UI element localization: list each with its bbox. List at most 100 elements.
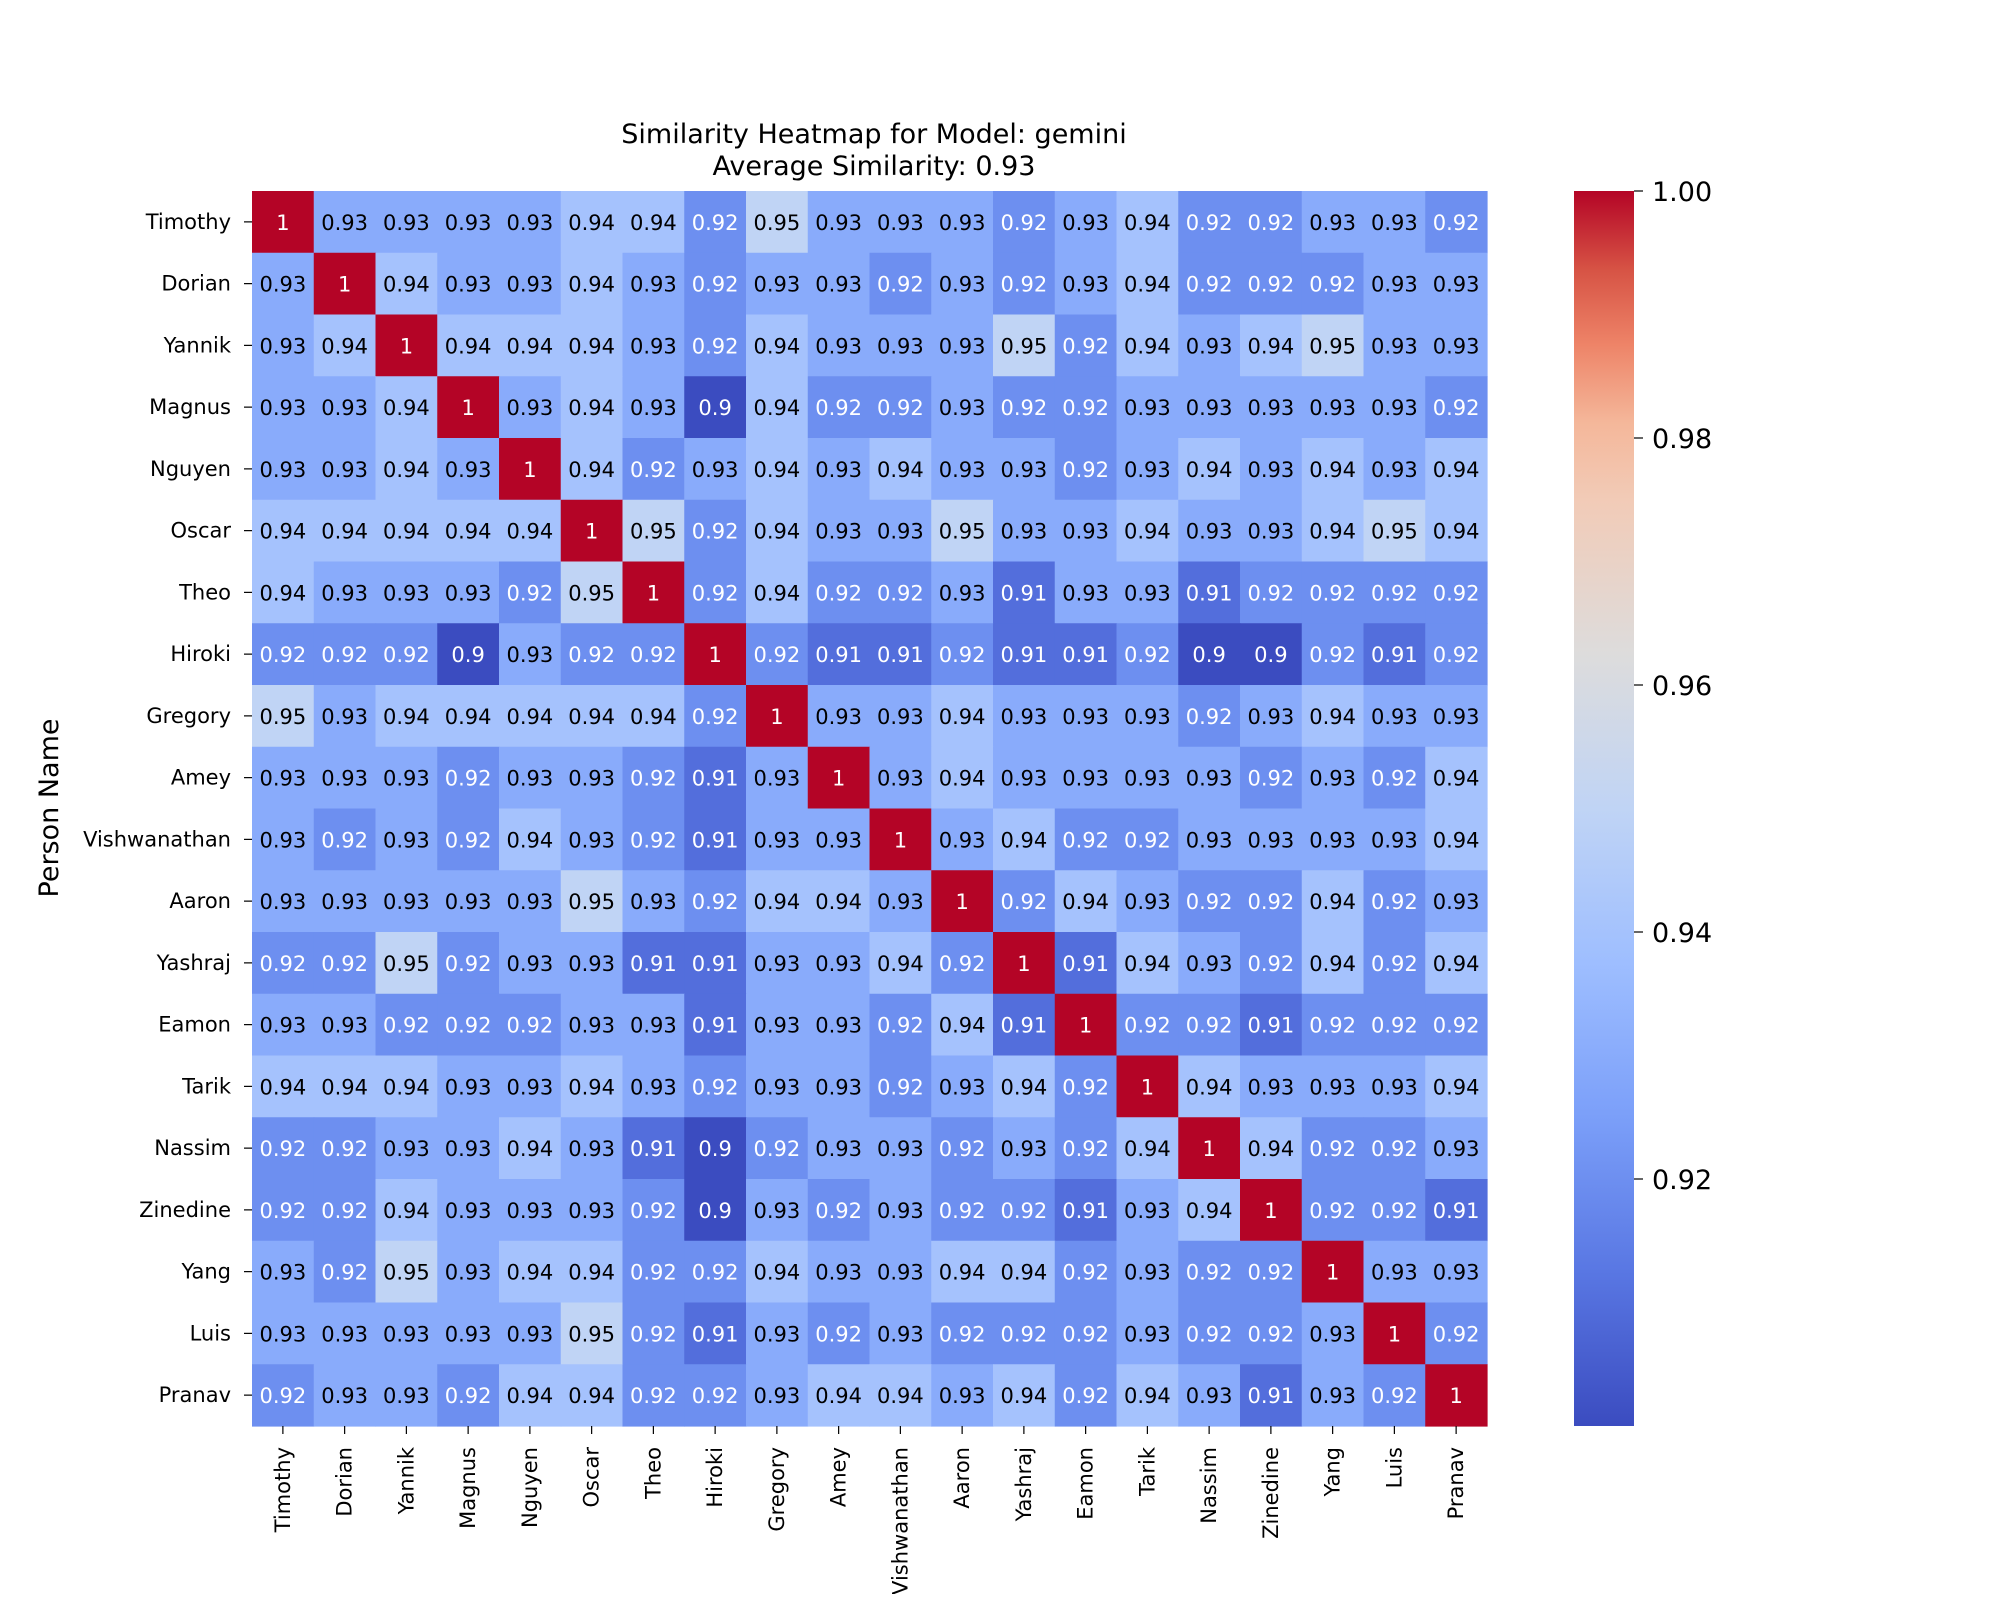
heatmap-cell-eamon-nguyen [499, 993, 562, 1057]
heatmap-cell-tarik-nassim [1178, 1055, 1241, 1118]
cell-value-label: 0.93 [630, 273, 677, 297]
heatmap-cell-tarik-luis [1363, 1055, 1426, 1118]
heatmap-cell-nguyen-timothy [252, 438, 315, 501]
cell-value-label: 0.93 [1433, 334, 1480, 358]
cell-value-label: 0.94 [1433, 458, 1480, 482]
cell-value-label: 0.92 [1433, 211, 1480, 235]
row-label-yang: Yang [181, 1260, 231, 1284]
cell-value-label: 0.92 [1062, 1322, 1109, 1346]
cell-value-label: 0.94 [259, 581, 306, 605]
cell-value-label: 0.92 [259, 1199, 306, 1223]
heatmap-cell-oscar-amey [807, 499, 871, 563]
heatmap-cell-oscar-aaron [931, 499, 994, 563]
cell-value-label: 0.92 [692, 334, 739, 358]
heatmap-cell-aaron-magnus [437, 870, 500, 933]
cell-value-label: 0.94 [568, 1384, 615, 1408]
heatmap-cell-gregory-magnus [437, 685, 500, 748]
cell-value-label: 0.94 [568, 396, 615, 420]
heatmap-cell-gregory-gregory [746, 685, 809, 748]
colorbar-tick-label: 1.00 [1652, 177, 1712, 208]
cell-value-label: 0.93 [1371, 273, 1418, 297]
heatmap-cell-yannik-hiroki [684, 314, 747, 377]
cell-value-label: 0.94 [1433, 767, 1480, 791]
y-axis-label: Person Name [34, 719, 65, 898]
cell-value-label: 0.94 [506, 1261, 553, 1285]
cell-value-label: 0.93 [753, 828, 800, 852]
heatmap-cell-yannik-zinedine [1240, 314, 1303, 377]
heatmap-cell-magnus-luis [1363, 376, 1426, 439]
cell-value-label: 0.93 [877, 767, 924, 791]
cell-value-label: 0.93 [877, 1322, 924, 1346]
heatmap-cell-amey-magnus [437, 746, 500, 810]
cell-value-label: 0.92 [1433, 396, 1480, 420]
cell-value-label: 0.94 [1000, 1075, 1047, 1099]
heatmap-cell-yang-timothy [252, 1240, 315, 1304]
cell-value-label: 1 [276, 211, 289, 235]
heatmap-cell-amey-timothy [252, 746, 315, 810]
cell-value-label: 0.94 [1000, 1384, 1047, 1408]
heatmap-cell-luis-yashraj [993, 1302, 1056, 1365]
heatmap-cell-timothy-tarik [1116, 191, 1179, 254]
cell-value-label: 0.91 [692, 828, 739, 852]
heatmap-cell-timothy-dorian [313, 191, 377, 254]
heatmap-cell-magnus-hiroki [684, 376, 747, 439]
cell-value-label: 0.92 [1247, 211, 1294, 235]
heatmap-cell-tarik-dorian [313, 1055, 377, 1118]
heatmap-cell-gregory-hiroki [684, 685, 747, 748]
heatmap-cell-yang-tarik [1116, 1240, 1179, 1304]
heatmap-cell-pranav-timothy [252, 1364, 315, 1427]
heatmap-cell-yang-oscar [560, 1240, 624, 1304]
cell-value-label: 0.93 [1247, 396, 1294, 420]
cell-value-label: 0.94 [1247, 1137, 1294, 1161]
heatmap-cell-nguyen-oscar [560, 438, 624, 501]
cell-value-label: 0.93 [815, 458, 862, 482]
cell-value-label: 1 [955, 890, 968, 914]
cell-value-label: 0.93 [1371, 1261, 1418, 1285]
heatmap-cell-tarik-eamon [1054, 1055, 1118, 1118]
heatmap-cell-pranav-pranav [1425, 1364, 1488, 1427]
heatmap-cell-aaron-timothy [252, 870, 315, 933]
cell-value-label: 0.93 [815, 1014, 862, 1038]
heatmap-cell-yashraj-gregory [746, 932, 809, 995]
heatmap-cell-yannik-yannik [375, 314, 438, 377]
heatmap-cell-gregory-yang [1301, 685, 1365, 748]
cell-value-label: 0.9 [698, 1199, 731, 1223]
heatmap-cell-theo-gregory [746, 561, 809, 624]
heatmap-cell-hiroki-magnus [437, 623, 500, 686]
heatmap-cell-yashraj-amey [807, 932, 871, 995]
heatmap-cell-hiroki-aaron [931, 623, 994, 686]
cell-value-label: 0.94 [753, 890, 800, 914]
heatmap-cell-pranav-aaron [931, 1364, 994, 1427]
cell-value-label: 0.94 [1186, 1199, 1233, 1223]
cell-value-label: 0.93 [630, 396, 677, 420]
cell-value-label: 0.94 [1309, 705, 1356, 729]
heatmap-cell-eamon-theo [622, 993, 685, 1057]
cell-value-label: 0.94 [506, 1137, 553, 1161]
cell-value-label: 0.93 [1433, 1137, 1480, 1161]
heatmap-cell-nguyen-vishwanathan [869, 438, 932, 501]
cell-value-label: 0.92 [1062, 1384, 1109, 1408]
heatmap-cell-luis-pranav [1425, 1302, 1488, 1365]
cell-value-label: 1 [400, 334, 413, 358]
heatmap-cell-timothy-nguyen [499, 191, 562, 254]
heatmap-cell-tarik-magnus [437, 1055, 500, 1118]
heatmap-cell-hiroki-oscar [560, 623, 624, 686]
heatmap-cell-magnus-gregory [746, 376, 809, 439]
heatmap-cell-nassim-aaron [931, 1117, 994, 1180]
cell-value-label: 0.93 [1309, 396, 1356, 420]
heatmap-cell-amey-vishwanathan [869, 746, 932, 810]
cell-value-label: 0.93 [1433, 273, 1480, 297]
cell-value-label: 0.93 [506, 1199, 553, 1223]
cell-value-label: 0.94 [753, 581, 800, 605]
column-label-nguyen: Nguyen [518, 1447, 542, 1528]
heatmap-cell-yashraj-pranav [1425, 932, 1488, 995]
heatmap-cell-yang-vishwanathan [869, 1240, 932, 1304]
cell-value-label: 0.92 [321, 1137, 368, 1161]
cell-value-label: 0.94 [506, 828, 553, 852]
row-label-luis: Luis [190, 1321, 231, 1345]
column-label-aaron: Aaron [950, 1447, 974, 1509]
cell-value-label: 0.91 [1186, 581, 1233, 605]
row-label-aaron: Aaron [169, 889, 231, 913]
heatmap-cell-hiroki-luis [1363, 623, 1426, 686]
heatmap-cell-luis-amey [807, 1302, 871, 1365]
